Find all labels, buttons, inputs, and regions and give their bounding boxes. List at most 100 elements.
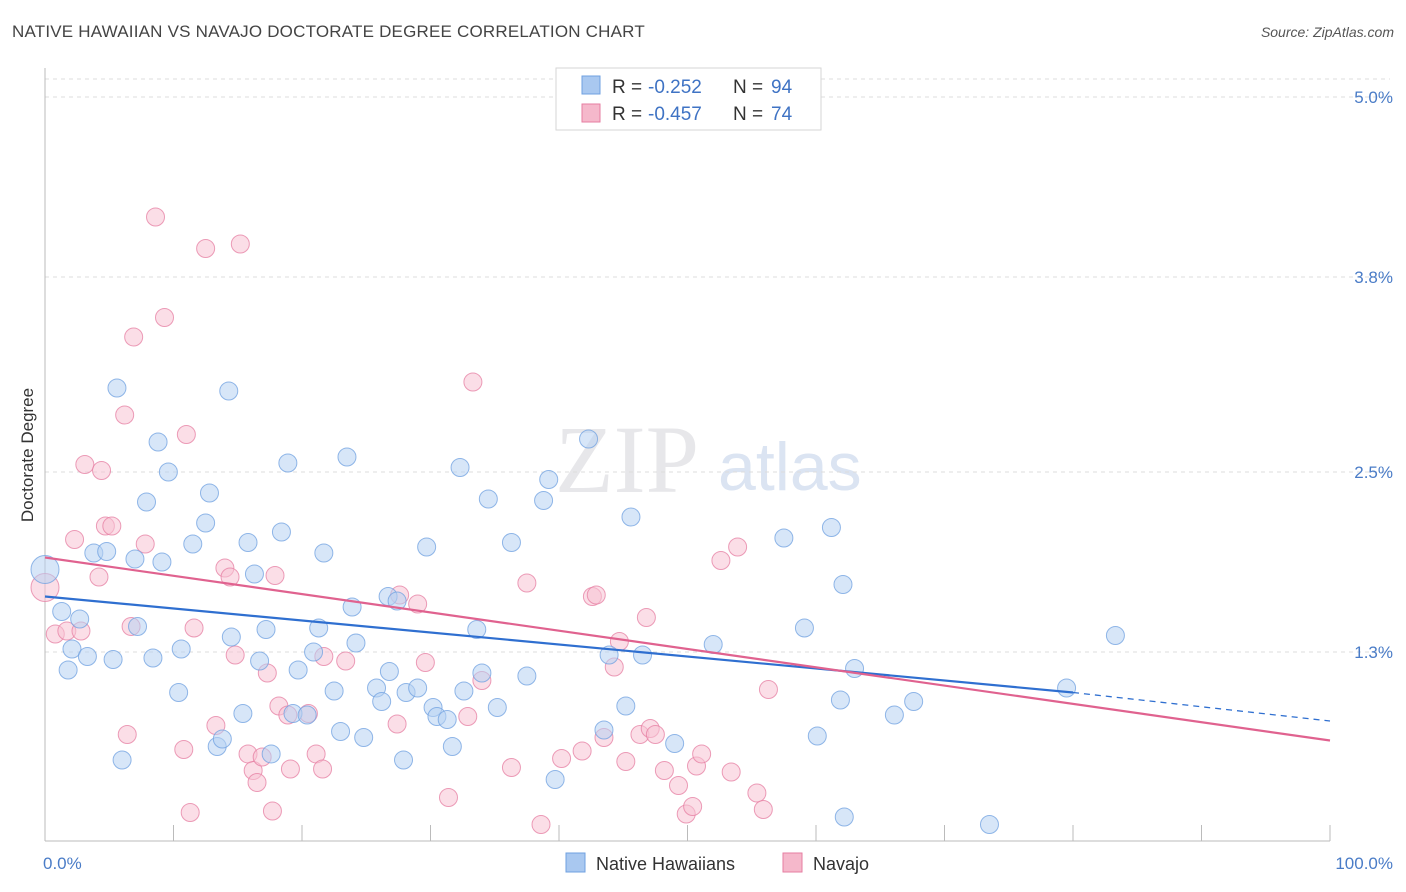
trend-line-native-hawaiians <box>44 595 1074 694</box>
data-point <box>271 522 291 542</box>
data-point <box>124 327 144 347</box>
data-point <box>155 308 175 327</box>
data-point <box>794 618 814 638</box>
data-point <box>633 645 653 665</box>
data-point <box>219 381 239 401</box>
data-point <box>517 666 537 686</box>
data-point <box>183 534 203 554</box>
trend-lines <box>44 556 1331 742</box>
data-point <box>394 750 414 770</box>
data-point <box>884 705 904 725</box>
data-point <box>387 714 407 734</box>
data-point <box>146 207 166 227</box>
data-point <box>278 453 298 473</box>
data-point <box>683 797 703 816</box>
data-point <box>438 788 458 807</box>
data-point <box>77 647 97 666</box>
trend-line-native-hawaiians-extension <box>1072 691 1331 722</box>
legend-r-value: -0.457 <box>648 104 702 125</box>
data-point <box>354 728 374 747</box>
data-point <box>408 678 428 698</box>
data-point <box>137 492 157 512</box>
data-point <box>225 645 245 665</box>
data-point <box>572 741 592 761</box>
data-point <box>845 659 865 678</box>
data-point <box>304 642 324 662</box>
series-native-hawaiians <box>30 378 1125 834</box>
y-tick-label: 3.8% <box>1354 268 1393 287</box>
data-point <box>692 744 712 764</box>
watermark-atlas: atlas <box>718 429 862 505</box>
data-point <box>417 537 437 557</box>
series-navajo <box>30 207 778 834</box>
data-point <box>594 720 614 740</box>
legend-n-label: N = <box>733 104 763 125</box>
legend: R = -0.252 N = 94 R = -0.457 N = 74 <box>555 67 822 131</box>
data-point <box>230 234 250 254</box>
data-point <box>372 692 392 711</box>
y-tick-label: 1.3% <box>1354 643 1393 662</box>
data-point <box>128 617 148 636</box>
watermark-zip: ZIP <box>555 406 699 513</box>
data-point <box>833 575 853 594</box>
data-point <box>75 455 95 474</box>
source-label: Source: ZipAtlas.com <box>1260 24 1394 40</box>
data-point <box>501 533 521 552</box>
data-point <box>152 552 172 572</box>
data-point <box>314 543 334 563</box>
data-point <box>112 750 132 770</box>
data-point <box>979 815 999 834</box>
data-point <box>117 725 137 744</box>
data-point <box>621 507 641 527</box>
data-point <box>250 651 270 671</box>
data-point <box>220 567 240 587</box>
data-point <box>196 513 216 533</box>
legend-r-label: R = <box>612 104 642 125</box>
data-point <box>437 710 457 729</box>
data-point <box>830 690 850 710</box>
data-point <box>669 776 689 795</box>
legend-swatch-native-hawaiians <box>581 75 601 95</box>
data-point <box>904 692 924 711</box>
data-point <box>30 555 60 584</box>
data-point <box>834 807 854 827</box>
data-point <box>184 618 204 638</box>
data-point <box>174 740 194 759</box>
bottom-legend: Native Hawaiians Navajo <box>565 852 869 874</box>
data-point <box>97 542 117 561</box>
data-point <box>212 729 232 749</box>
data-point <box>324 681 344 701</box>
data-point <box>58 660 78 680</box>
data-point <box>280 759 300 779</box>
chart-title: NATIVE HAWAIIAN VS NAVAJO DOCTORATE DEGR… <box>12 22 645 41</box>
data-point <box>534 491 554 510</box>
data-point <box>552 749 572 768</box>
data-point <box>65 530 85 549</box>
data-point <box>774 528 794 548</box>
data-point <box>288 660 308 680</box>
data-point <box>450 458 470 477</box>
data-point <box>171 639 191 659</box>
data-point <box>758 680 778 699</box>
data-point <box>238 533 258 552</box>
data-point <box>346 633 366 653</box>
data-point <box>711 551 731 570</box>
legend-n-value: 74 <box>771 104 793 125</box>
axes: 0.0% 100.0% <box>43 68 1393 873</box>
legend-swatch-navajo <box>581 103 601 123</box>
x-tick-label: 100.0% <box>1335 854 1393 873</box>
y-tick-label: 2.5% <box>1354 463 1393 482</box>
data-point <box>148 432 168 452</box>
data-point <box>586 585 606 605</box>
data-point <box>753 800 773 819</box>
grid-lines: 1.3% 2.5% 3.8% 5.0% <box>45 78 1393 662</box>
legend-n-value: 94 <box>771 77 793 98</box>
data-point <box>135 534 155 554</box>
data-point <box>199 483 219 503</box>
data-point <box>1057 678 1077 698</box>
data-point <box>62 639 82 659</box>
data-point <box>247 773 267 792</box>
data-point <box>539 470 559 489</box>
legend-n-label: N = <box>733 77 763 98</box>
data-point <box>256 620 276 639</box>
